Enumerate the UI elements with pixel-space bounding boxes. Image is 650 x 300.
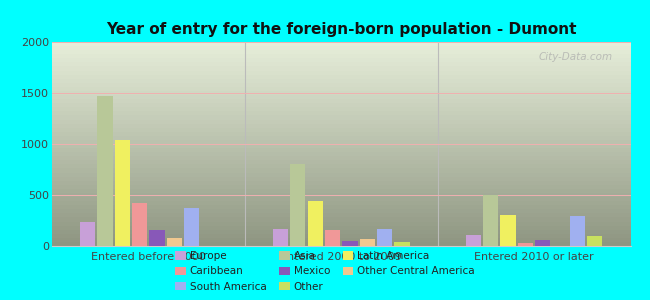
Bar	[52, 132, 630, 136]
Bar	[535, 240, 551, 246]
Bar	[377, 229, 392, 246]
Bar	[115, 140, 130, 246]
Bar	[325, 230, 340, 246]
Bar	[52, 148, 630, 152]
Title: Year of entry for the foreign-born population - Dumont: Year of entry for the foreign-born popul…	[106, 22, 577, 37]
Bar	[52, 136, 630, 140]
Bar	[52, 189, 630, 193]
Bar	[587, 236, 603, 246]
Bar	[52, 160, 630, 164]
Bar	[52, 242, 630, 246]
Bar	[52, 116, 630, 119]
Bar	[132, 203, 148, 246]
Bar	[52, 152, 630, 156]
Bar	[52, 185, 630, 189]
Bar	[98, 96, 112, 246]
Bar	[52, 213, 630, 218]
Bar	[52, 234, 630, 238]
Bar	[52, 42, 630, 46]
Bar	[570, 216, 585, 246]
Bar	[52, 218, 630, 221]
Bar	[52, 79, 630, 83]
Bar	[52, 83, 630, 87]
Bar	[52, 169, 630, 172]
Bar	[80, 221, 96, 246]
Bar	[291, 164, 306, 246]
Bar	[52, 226, 630, 230]
Bar	[518, 243, 533, 246]
Bar	[52, 46, 630, 50]
Bar	[52, 87, 630, 91]
Bar	[52, 119, 630, 124]
Bar	[307, 201, 323, 246]
Bar	[273, 229, 288, 246]
Bar	[52, 54, 630, 58]
Bar	[52, 103, 630, 107]
Legend: Europe, Caribbean, South America, Asia, Mexico, Other, Latin America, Other Cent: Europe, Caribbean, South America, Asia, …	[172, 248, 478, 295]
Bar	[52, 156, 630, 160]
Bar	[184, 208, 200, 246]
Bar	[52, 201, 630, 205]
Bar	[52, 177, 630, 181]
Bar	[52, 70, 630, 75]
Bar	[52, 172, 630, 177]
Bar	[52, 140, 630, 144]
Bar	[52, 111, 630, 116]
Bar	[52, 124, 630, 128]
Bar	[52, 197, 630, 201]
Bar	[52, 99, 630, 103]
Bar	[52, 230, 630, 234]
Text: City-Data.com: City-Data.com	[539, 52, 613, 62]
Bar	[343, 242, 358, 246]
Bar	[52, 209, 630, 213]
Bar	[52, 144, 630, 148]
Bar	[52, 107, 630, 111]
Bar	[52, 67, 630, 70]
Bar	[52, 238, 630, 242]
Bar	[52, 221, 630, 226]
Bar	[52, 58, 630, 62]
Bar	[52, 75, 630, 79]
Bar	[52, 164, 630, 169]
Bar	[52, 50, 630, 54]
Bar	[500, 215, 515, 246]
Bar	[359, 239, 375, 246]
Bar	[52, 205, 630, 209]
Bar	[150, 230, 164, 246]
Bar	[52, 91, 630, 95]
Bar	[465, 235, 481, 246]
Bar	[52, 62, 630, 67]
Bar	[167, 238, 182, 246]
Bar	[395, 242, 410, 246]
Bar	[52, 181, 630, 185]
Bar	[52, 95, 630, 99]
Bar	[52, 128, 630, 132]
Bar	[483, 195, 499, 246]
Bar	[52, 193, 630, 197]
